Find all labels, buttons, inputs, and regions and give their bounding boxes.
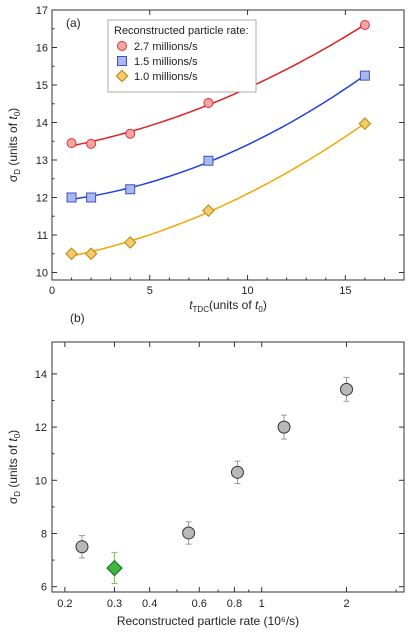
legend-marker-a-0 [117, 41, 127, 51]
y-tick-label-a: 13 [36, 155, 48, 167]
legend-label-a-0: 2.7 millions/s [134, 41, 198, 53]
y-axis-label-a-sigma: σ [6, 174, 20, 182]
y-tick-label-a: 12 [36, 193, 48, 205]
panel-label-b: (b) [70, 311, 85, 325]
y-axis-label-b-close: ) [6, 430, 20, 434]
x-tick-label-b: 0.4 [142, 598, 157, 610]
series-line-a-2 [71, 122, 366, 257]
y-tick-label-b: 14 [35, 369, 47, 381]
data-point-b-0 [340, 382, 354, 396]
y-tick-label-a: 16 [36, 43, 48, 55]
x-axis-label-a: tTDC(units of t0) [189, 298, 267, 314]
y-tick-label-a: 17 [36, 5, 48, 17]
x-axis-label-a-unit-sub: 0 [258, 305, 263, 314]
x-tick-label-a: 0 [49, 285, 55, 297]
y-axis-label-b-sigma: σ [6, 496, 20, 504]
data-point-a-0 [66, 138, 77, 149]
y-tick-label-b: 12 [35, 422, 47, 434]
data-point-a-2 [202, 204, 215, 217]
data-point-b-0 [277, 420, 291, 434]
y-axis-label-b-unit: t [6, 438, 20, 442]
legend-box-a [107, 19, 257, 93]
x-axis-label-a-unit: t [255, 298, 259, 312]
y-axis-label-b-sub: D [13, 491, 22, 497]
x-tick-label-b: 0.3 [107, 598, 122, 610]
y-axis-label-b-unit-sub: 0 [13, 433, 22, 438]
data-point-a-1 [86, 192, 97, 203]
y-tick-label-b: 6 [41, 582, 47, 594]
x-axis-label-b: Reconstructed particle rate (10⁶/s) [117, 614, 299, 628]
data-point-b-0 [75, 540, 89, 554]
x-tick-label-b: 0.6 [192, 598, 207, 610]
data-point-b-1 [106, 559, 123, 577]
data-point-a-1 [359, 70, 370, 81]
x-tick-label-b: 0.8 [227, 598, 242, 610]
data-point-a-0 [86, 138, 97, 149]
data-point-a-2 [123, 236, 137, 249]
data-point-a-2 [84, 247, 98, 261]
data-point-a-0 [203, 98, 214, 108]
y-tick-label-a: 11 [37, 230, 48, 242]
data-point-a-2 [65, 247, 78, 261]
y-tick-label-a: 10 [36, 268, 48, 280]
y-axis-label-a-unit-sub: 0 [13, 111, 22, 116]
data-point-a-1 [203, 155, 214, 166]
series-line-a-0 [71, 24, 366, 147]
y-tick-label-a: 15 [36, 80, 48, 92]
data-point-a-0 [359, 20, 370, 30]
legend-label-a-1: 1.5 millions/s [134, 56, 198, 68]
x-tick-label-b: 1 [259, 598, 265, 610]
y-axis-label-b: σD (units of t0) [6, 430, 22, 504]
x-axis-label-a-sub: TDC [193, 305, 210, 314]
data-point-a-0 [125, 128, 136, 139]
x-tick-label-b: 2 [343, 598, 349, 610]
y-axis-label-b-text: (units of [6, 442, 20, 491]
data-point-a-1 [66, 192, 77, 203]
y-axis-label-a-text: (units of [6, 120, 20, 169]
y-tick-label-a: 14 [36, 118, 48, 130]
y-axis-label-a-sub: D [13, 169, 22, 175]
x-tick-label-a: 15 [339, 285, 351, 297]
y-axis-label-a-close: ) [6, 108, 20, 112]
x-axis-label-a-t: t [189, 298, 193, 312]
x-tick-label-b: 0.2 [57, 598, 72, 610]
x-axis-label-a-text: (units of [209, 298, 255, 312]
series-line-a-1 [71, 74, 366, 201]
data-point-b-0 [230, 465, 244, 479]
y-axis-label-a: σD (units of t0) [6, 108, 22, 182]
data-point-b-0 [182, 526, 196, 540]
data-point-a-1 [125, 184, 136, 195]
legend-marker-a-2 [115, 69, 129, 83]
data-point-a-2 [358, 117, 372, 130]
y-tick-label-b: 10 [35, 475, 47, 487]
panel-label-a: (a) [66, 16, 81, 30]
legend-label-a-2: 1.0 millions/s [134, 71, 198, 83]
y-axis-label-a-unit: t [6, 116, 20, 120]
x-axis-label-a-close: ) [263, 298, 267, 312]
x-tick-label-a: 10 [241, 285, 253, 297]
y-tick-label-b: 8 [41, 528, 47, 540]
legend-title-a: Reconstructed particle rate: [114, 25, 249, 37]
x-tick-label-a: 5 [147, 285, 153, 297]
plot-area-b [51, 341, 405, 593]
legend-marker-a-1 [117, 56, 127, 66]
